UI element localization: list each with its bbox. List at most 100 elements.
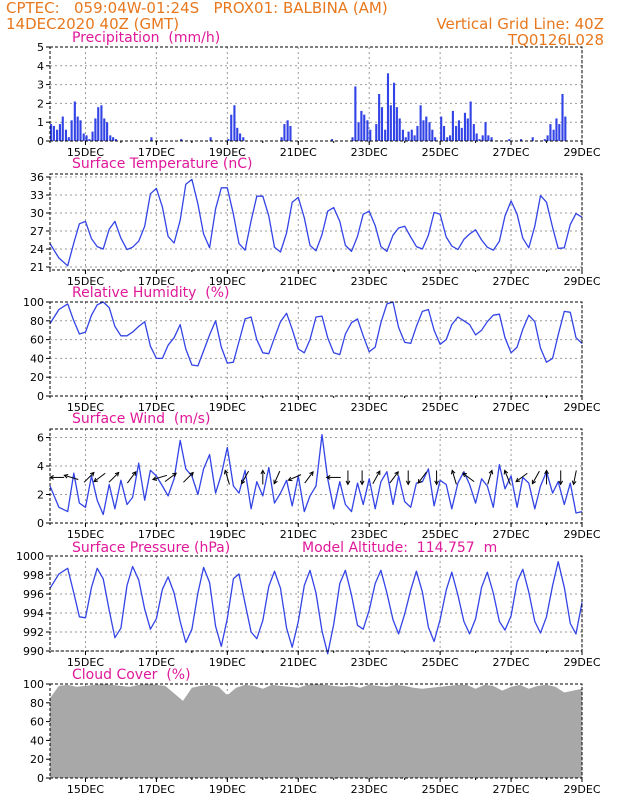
precip-ytick-label: 0 <box>37 135 44 148</box>
wind-arrow-head <box>260 469 266 475</box>
cloud-xtick-label: 23DEC <box>351 783 388 796</box>
wind-arrow-head <box>273 479 278 485</box>
precip-ytick-label: 2 <box>37 97 44 110</box>
header-grid-line: Vertical Grid Line: 40Z <box>436 15 604 33</box>
precip-bar <box>546 135 549 141</box>
wind-arrow-head <box>544 469 549 475</box>
precip-bar <box>64 129 68 141</box>
press-ytick-label: 990 <box>23 645 44 658</box>
wind-xtick-label: 17DEC <box>138 528 175 541</box>
precip-bar <box>363 114 366 141</box>
cloud-ytick-label: 80 <box>30 697 44 710</box>
rh-xtick-label: 15DEC <box>67 401 104 414</box>
wind-ytick-label: 6 <box>37 432 44 445</box>
wind-arrow-head <box>359 480 365 486</box>
precip-ytick-label: 5 <box>37 41 44 54</box>
precip-xtick-label: 27DEC <box>493 146 530 159</box>
press-xtick-label: 17DEC <box>138 656 175 669</box>
precip-bar <box>407 131 410 141</box>
precip-bar <box>85 135 88 141</box>
precip-bar <box>457 120 460 141</box>
cloud-ytick-label: 20 <box>30 753 44 766</box>
precip-bar <box>56 129 59 141</box>
temp-xtick-label: 23DEC <box>351 275 388 288</box>
cloud-xtick-label: 25DEC <box>422 783 459 796</box>
humidity-title: Relative Humidity (%) <box>72 285 230 301</box>
precip-bar <box>392 82 396 141</box>
precip-xtick-label: 25DEC <box>422 146 459 159</box>
wind-title: Surface Wind (m/s) <box>72 411 211 427</box>
precip-xtick-label: 17DEC <box>138 146 175 159</box>
precip-bar <box>106 122 109 141</box>
precip-bar <box>82 133 85 141</box>
wind-arrow-head <box>172 472 178 478</box>
precip-bar <box>401 129 404 141</box>
press-ytick-label: 996 <box>23 588 44 601</box>
precip-bar <box>103 118 106 141</box>
precip-bar <box>428 122 431 141</box>
precip-bar <box>52 125 55 141</box>
wind-arrow <box>183 472 194 483</box>
wind-arrow <box>487 470 493 485</box>
wind-arrow-head <box>394 470 399 476</box>
cloud-area <box>50 684 582 778</box>
wind-arrow-head <box>571 480 577 486</box>
temp-ytick-label: 27 <box>30 225 44 238</box>
precip-bar <box>58 124 61 141</box>
precip-bar <box>413 135 416 141</box>
wind-arrow <box>462 472 475 483</box>
precip-bar <box>410 129 413 141</box>
temp-line <box>49 178 583 267</box>
wind-arrow <box>288 474 302 481</box>
press-xtick-label: 21DEC <box>280 656 317 669</box>
press-xtick-label: 23DEC <box>351 656 388 669</box>
precip-frame <box>49 46 583 142</box>
cloud-ytick-label: 0 <box>37 772 44 785</box>
wind-arrow <box>573 470 577 485</box>
wind-arrow <box>126 471 137 484</box>
wind-xtick-label: 19DEC <box>209 528 246 541</box>
rh-ytick-label: 40 <box>30 352 44 365</box>
precip-xtick-label: 21DEC <box>280 146 317 159</box>
rh-line <box>49 301 583 367</box>
rh-ytick-label: 20 <box>30 371 44 384</box>
wind-arrow <box>389 471 399 484</box>
precip-bar <box>451 110 454 141</box>
press-line <box>49 561 583 655</box>
temp-xtick-label: 27DEC <box>493 275 530 288</box>
precip-bar <box>384 129 387 141</box>
wind-arrow-head <box>434 480 439 486</box>
wind-ytick-label: 0 <box>37 517 44 530</box>
wind-arrow <box>504 470 511 485</box>
temp-xtick-label: 21DEC <box>280 275 317 288</box>
header-datetime: 14DEC2020 40Z (GMT) <box>6 15 180 33</box>
wind-arrow-head <box>131 470 137 476</box>
precip-bar <box>76 116 79 141</box>
precip-bar <box>239 133 242 141</box>
wind-xtick-label: 27DEC <box>493 528 530 541</box>
wind-arrow <box>152 474 168 481</box>
precip-bar <box>289 125 292 141</box>
precip-bar <box>233 105 236 141</box>
precip-bar <box>330 139 334 141</box>
wind-line <box>49 434 583 516</box>
wind-arrow-head <box>189 471 194 477</box>
precip-bar <box>378 94 381 141</box>
wind-arrow <box>164 472 177 483</box>
cloud-frame <box>49 683 583 779</box>
press-ytick-label: 998 <box>23 569 44 582</box>
wind-arrow-head <box>450 469 456 475</box>
rh-xtick-label: 23DEC <box>351 401 388 414</box>
temp-ytick-label: 21 <box>30 261 44 274</box>
press-xtick-label: 27DEC <box>493 656 530 669</box>
precip-bar <box>100 105 103 141</box>
precip-bar <box>552 129 555 141</box>
precip-bar <box>549 124 552 141</box>
precip-bar <box>114 139 118 141</box>
cloud-xtick-label: 19DEC <box>209 783 246 796</box>
precip-ytick-label: 3 <box>37 79 44 92</box>
cloud-ytick-label: 60 <box>30 716 44 729</box>
precip-bar <box>561 94 564 141</box>
wind-arrow-head <box>287 476 293 482</box>
precip-bar <box>543 139 546 141</box>
